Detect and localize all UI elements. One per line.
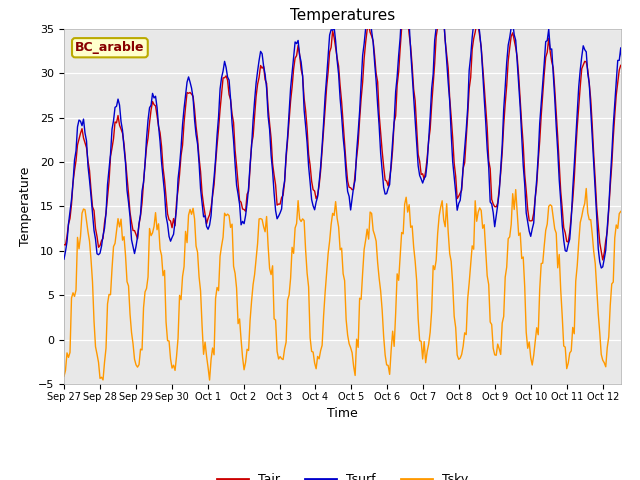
X-axis label: Time: Time [327,407,358,420]
Legend: Tair, Tsurf, Tsky: Tair, Tsurf, Tsky [212,468,473,480]
Title: Temperatures: Temperatures [290,9,395,24]
Text: BC_arable: BC_arable [75,41,145,54]
Y-axis label: Temperature: Temperature [19,167,33,246]
